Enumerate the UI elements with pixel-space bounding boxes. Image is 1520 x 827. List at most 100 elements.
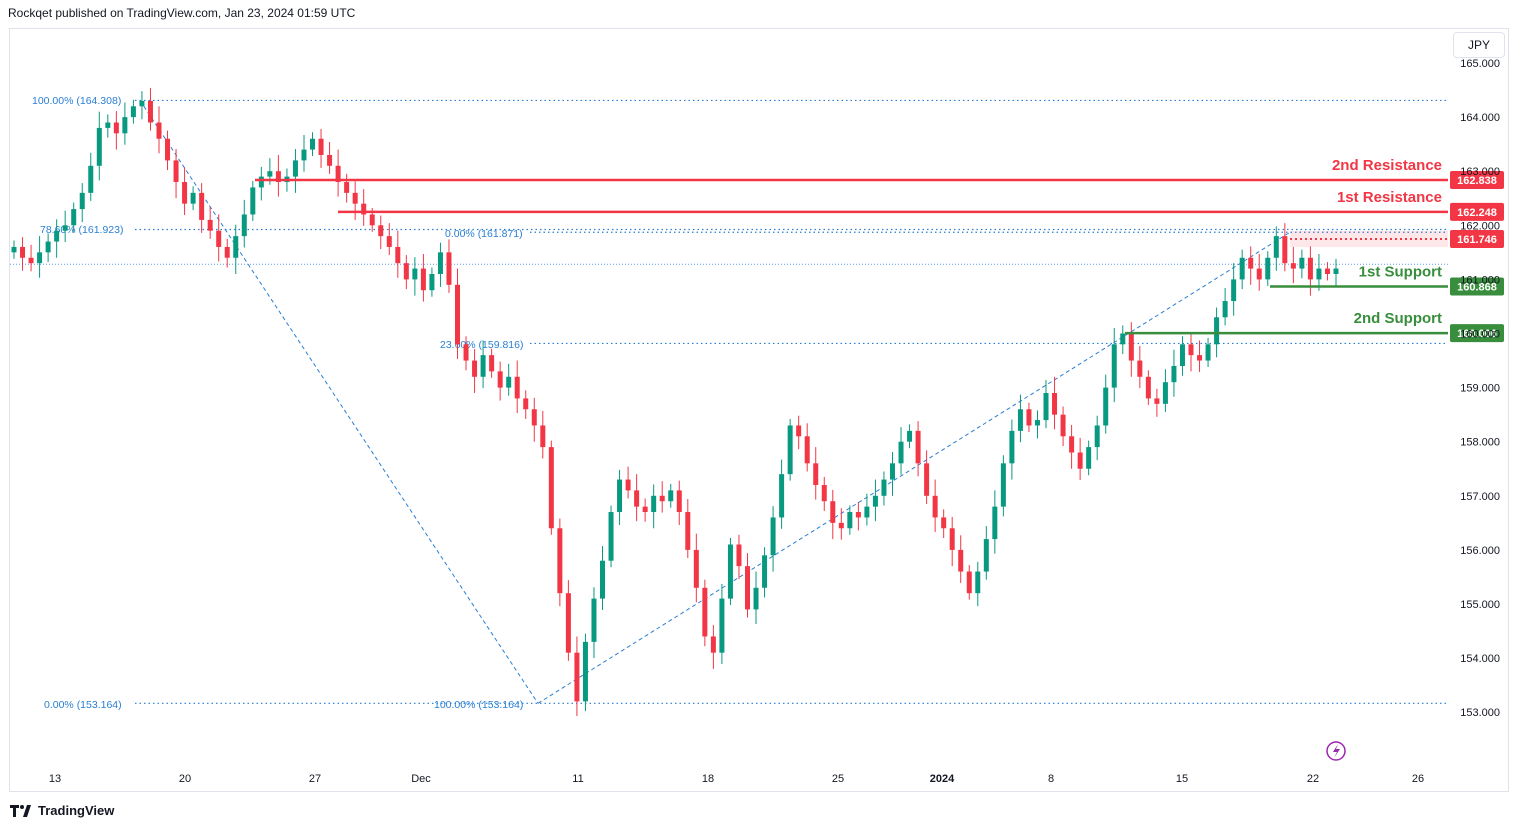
- candle-body: [190, 192, 196, 204]
- lightning-icon[interactable]: [1326, 741, 1346, 761]
- candle-body: [591, 598, 597, 642]
- current-level-zone: [1290, 231, 1448, 248]
- candle-body: [378, 225, 384, 237]
- candle-body: [1060, 414, 1066, 437]
- candle-body: [1171, 365, 1177, 383]
- candle-body: [105, 122, 111, 128]
- candle-body: [1214, 317, 1220, 345]
- candle-body: [796, 425, 802, 437]
- candle-body: [659, 495, 665, 502]
- y-tick-label: 160.000: [1460, 329, 1500, 341]
- candle-body: [1290, 263, 1296, 269]
- candle-body: [668, 490, 674, 502]
- candle-body: [318, 138, 324, 155]
- x-tick-label: 2024: [930, 773, 955, 785]
- candle-body: [62, 225, 68, 231]
- level-name: 2nd Support: [1354, 310, 1442, 327]
- price-axis: 165.000 164.000 163.000 162.000 161.000 160.0…: [1460, 58, 1500, 719]
- candle-body: [531, 409, 537, 426]
- candle-body: [1188, 344, 1194, 356]
- candle-body: [625, 479, 631, 491]
- candle-body: [250, 187, 256, 215]
- candle-body: [1299, 257, 1305, 269]
- candle-body: [11, 246, 17, 253]
- currency-button[interactable]: JPY: [1453, 32, 1505, 58]
- candle-body: [966, 571, 972, 594]
- candle-body: [779, 474, 785, 518]
- price-label-box: [1450, 230, 1504, 249]
- candle-body: [787, 425, 793, 475]
- candle-body: [1120, 333, 1126, 345]
- candle-body: [983, 539, 989, 572]
- candle-body: [1197, 355, 1203, 361]
- candle-body: [1282, 236, 1288, 264]
- candle-body: [71, 209, 77, 226]
- candle-body: [1154, 398, 1160, 404]
- candle-body: [762, 555, 768, 588]
- y-tick-label: 162.000: [1460, 220, 1500, 232]
- candlestick-series: [11, 87, 1339, 716]
- price-label: 162.248: [1457, 207, 1497, 219]
- candle-body: [1111, 344, 1117, 388]
- candle-body: [258, 176, 264, 188]
- x-tick-label: 27: [309, 773, 321, 785]
- candle-body: [804, 436, 810, 464]
- candle-body: [233, 236, 239, 258]
- candle-body: [710, 636, 716, 653]
- candle-body: [88, 165, 94, 193]
- x-tick-label: 18: [702, 773, 714, 785]
- candle-body: [395, 246, 401, 264]
- candle-body: [96, 127, 102, 166]
- candle-body: [130, 106, 136, 118]
- price-label: 162.838: [1457, 175, 1497, 187]
- candle-body: [1069, 436, 1075, 453]
- candle-body: [1265, 257, 1271, 280]
- candle-body: [1248, 257, 1254, 269]
- candle-body: [28, 257, 34, 264]
- y-tick-label: 164.000: [1460, 112, 1500, 124]
- candle-body: [693, 549, 699, 588]
- candle-body: [335, 165, 341, 183]
- candle-body: [1128, 333, 1134, 361]
- candle-body: [79, 192, 85, 210]
- candle-body: [600, 560, 606, 599]
- candle-body: [608, 512, 614, 561]
- candle-body: [241, 214, 247, 237]
- fib-label: 23.60% (159.816): [440, 339, 523, 351]
- candle-body: [702, 587, 708, 637]
- tradingview-logo-icon: [10, 804, 31, 817]
- candle-body: [54, 230, 60, 242]
- candle-body: [20, 246, 26, 258]
- candle-body: [1179, 344, 1185, 366]
- candle-body: [565, 593, 571, 653]
- fib-trendline: [139, 100, 539, 704]
- candle-body: [557, 528, 563, 594]
- candle-body: [1231, 279, 1237, 302]
- price-label: 160.868: [1457, 282, 1497, 294]
- candle-body: [327, 154, 333, 166]
- fib-trendline: [537, 231, 1291, 704]
- candle-body: [719, 598, 725, 653]
- candle-body: [173, 160, 179, 183]
- y-tick-label: 153.000: [1460, 707, 1500, 719]
- candle-body: [1239, 257, 1245, 280]
- brand-name: TradingView: [38, 803, 115, 818]
- candle-body: [429, 273, 435, 291]
- candle-body: [1086, 447, 1092, 469]
- y-tick-label: 161.000: [1460, 274, 1500, 286]
- candle-body: [932, 495, 938, 518]
- candle-body: [958, 549, 964, 572]
- x-tick-label: 15: [1176, 773, 1188, 785]
- candle-body: [1077, 452, 1083, 469]
- candle-body: [1324, 268, 1330, 274]
- level-name: 1st Resistance: [1337, 189, 1442, 206]
- price-levels: 162.838 2nd Resistance 162.248 1st Resistan…: [255, 157, 1504, 343]
- candle-body: [216, 230, 222, 247]
- candle-body: [352, 192, 358, 204]
- candle-body: [292, 160, 298, 177]
- candle-body: [889, 463, 895, 480]
- candle-body: [1307, 257, 1313, 280]
- candle-body: [45, 241, 51, 253]
- candle-body: [1162, 382, 1168, 404]
